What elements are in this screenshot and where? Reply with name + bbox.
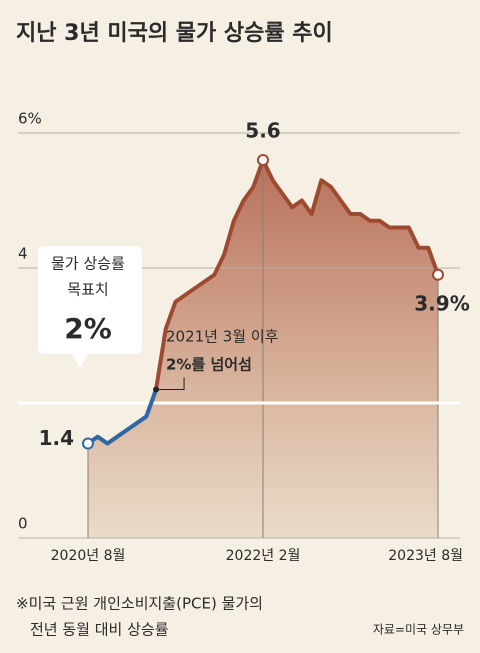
point	[257, 154, 269, 166]
x-tick-label: 2023년 8월	[388, 548, 463, 564]
x-tick-label: 2020년 8월	[51, 548, 126, 564]
target-value: 2%	[64, 312, 112, 345]
y-tick-label: 6%	[18, 110, 42, 128]
source: 자료=미국 상무부	[373, 623, 464, 637]
value-label: 3.9%	[414, 291, 469, 315]
annotation-text: 2%를 넘어섬	[166, 356, 252, 374]
chart-title: 지난 3년 미국의 물가 상승률 추이	[16, 21, 333, 46]
target-text: 물가 상승률	[51, 255, 125, 273]
value-label: 1.4	[39, 426, 74, 450]
annotation-text: 2021년 3월 이후	[166, 328, 279, 346]
target-text: 목표치	[67, 281, 108, 299]
annotation-leader	[156, 377, 185, 390]
value-label: 5.6	[245, 119, 280, 143]
target-box	[38, 246, 142, 368]
footnote: 전년 동월 대비 상승률	[30, 621, 169, 639]
point	[82, 437, 94, 450]
footnote: ※미국 근원 개인소비지출(PCE) 물가의	[16, 595, 263, 613]
y-tick-label: 0	[18, 515, 28, 533]
line-below-target	[86, 388, 158, 446]
point	[432, 268, 444, 281]
y-tick-label: 4	[18, 245, 28, 263]
x-tick-label: 2022년 2월	[226, 548, 301, 564]
